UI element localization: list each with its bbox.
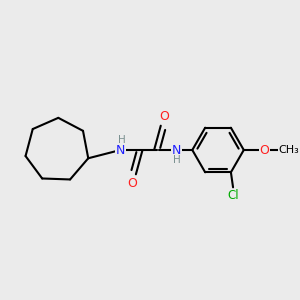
Text: O: O bbox=[259, 143, 269, 157]
Text: H: H bbox=[173, 155, 181, 165]
Text: N: N bbox=[172, 143, 181, 157]
Text: N: N bbox=[116, 143, 125, 157]
Text: CH₃: CH₃ bbox=[278, 145, 299, 155]
Text: O: O bbox=[127, 177, 137, 190]
Text: Cl: Cl bbox=[227, 189, 239, 203]
Text: H: H bbox=[118, 135, 125, 145]
Text: O: O bbox=[160, 110, 169, 123]
